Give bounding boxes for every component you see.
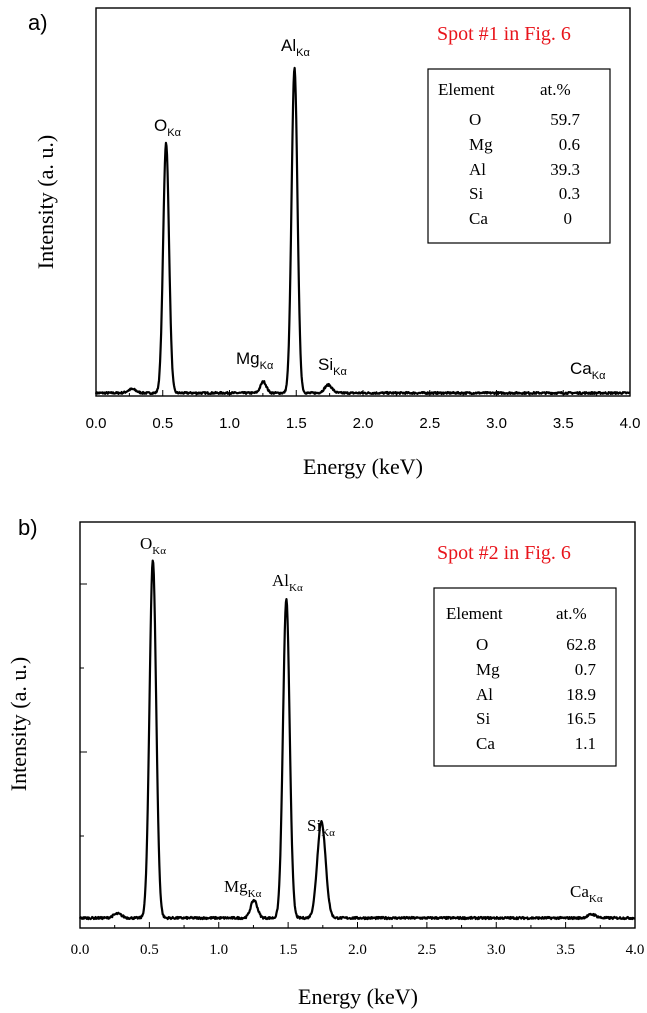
x-axis-ticks: 0.0 0.5 1.0 1.5 2.0 2.5 3.0 3.5 4.0 — [86, 390, 641, 432]
composition-table: Element at.% O 62.8 Mg 0.7 Al 18.9 Si 16… — [433, 587, 617, 767]
x-tick-label: 4.0 — [620, 415, 641, 432]
y-axis-label: Intensity (a. u.) — [33, 135, 58, 269]
table-row: O 59.7 — [469, 110, 581, 129]
x-tick-label: 1.5 — [279, 942, 298, 958]
table-frame — [427, 68, 611, 244]
table-row: Mg 0.7 — [476, 660, 597, 679]
table-cell-value: 59.7 — [550, 110, 580, 129]
table-header-atpct: at.% — [540, 80, 571, 99]
y-axis-label: Intensity (a. u.) — [6, 657, 31, 791]
chart-title: Spot #1 in Fig. 6 — [437, 23, 571, 45]
table-cell-value: 0.3 — [559, 184, 580, 203]
peak-label-al: AlKα — [272, 571, 303, 594]
panel-label: a) — [28, 10, 48, 35]
table-cell-element: O — [469, 110, 481, 129]
x-tick-label: 0.5 — [152, 415, 173, 432]
table-row: Ca 1.1 — [476, 734, 596, 753]
table-header-atpct: at.% — [556, 604, 587, 623]
peak-label-o: OKα — [140, 534, 166, 557]
x-tick-label: 0.0 — [86, 415, 107, 432]
x-axis-label: Energy (keV) — [298, 984, 418, 1009]
x-tick-label: 3.5 — [553, 415, 574, 432]
table-cell-element: Al — [476, 685, 493, 704]
table-cell-element: Mg — [469, 135, 493, 154]
peak-label-mg: MgKα — [224, 877, 262, 900]
table-cell-element: Mg — [476, 660, 500, 679]
table-cell-element: Ca — [476, 734, 495, 753]
panel-label: b) — [18, 515, 38, 540]
table-cell-value: 0.6 — [559, 135, 580, 154]
table-cell-element: Si — [469, 184, 483, 203]
table-frame — [433, 587, 617, 767]
x-tick-label: 2.0 — [353, 415, 374, 432]
table-cell-value: 16.5 — [566, 709, 596, 728]
table-cell-element: Si — [476, 709, 490, 728]
table-row: Al 39.3 — [469, 160, 580, 179]
table-cell-element: Ca — [469, 209, 488, 228]
table-cell-value: 1.1 — [575, 734, 596, 753]
table-cell-value: 0.7 — [575, 660, 597, 679]
x-tick-label: 1.0 — [209, 942, 228, 958]
x-tick-label: 0.5 — [140, 942, 159, 958]
peak-label-al: AlKα — [281, 36, 310, 59]
table-header-element: Element — [438, 80, 495, 99]
table-row: Si 0.3 — [469, 184, 580, 203]
panel-a: a) Spot #1 in Fig. 6 0.0 0.5 1.0 1.5 2.0 2.5 3… — [28, 7, 641, 479]
table-header-element: Element — [446, 604, 503, 623]
peak-label-ca: CaKα — [570, 359, 606, 382]
x-tick-label: 2.5 — [418, 942, 437, 958]
peak-label-si: SiKα — [307, 816, 335, 839]
spectrum-line — [78, 559, 636, 921]
table-cell-element: Al — [469, 160, 486, 179]
table-row: Si 16.5 — [476, 709, 596, 728]
x-tick-label: 1.5 — [286, 415, 307, 432]
peak-label-si: SiKα — [318, 355, 347, 378]
peak-label-o: OKα — [154, 116, 182, 139]
chart-title: Spot #2 in Fig. 6 — [437, 542, 571, 564]
x-tick-label: 3.0 — [486, 415, 507, 432]
table-cell-value: 39.3 — [550, 160, 580, 179]
peak-label-mg: MgKα — [236, 349, 274, 372]
x-tick-label: 3.5 — [556, 942, 575, 958]
table-row: Al 18.9 — [476, 685, 596, 704]
y-axis-ticks — [80, 583, 87, 919]
table-cell-value: 0 — [564, 209, 573, 228]
table-cell-value: 18.9 — [566, 685, 596, 704]
x-axis-label: Energy (keV) — [303, 454, 423, 479]
x-tick-label: 3.0 — [487, 942, 506, 958]
table-row: O 62.8 — [476, 635, 596, 654]
table-cell-value: 62.8 — [566, 635, 596, 654]
x-tick-label: 1.0 — [219, 415, 240, 432]
table-row: Mg 0.6 — [469, 135, 580, 154]
spectrum-layer — [78, 559, 636, 921]
panel-b: b) Spot #2 in Fig. 6 0.0 0.5 1.0 1.5 2.0 2.5 3… — [6, 515, 644, 1009]
x-tick-label: 4.0 — [626, 942, 645, 958]
composition-table: Element at.% O 59.7 Mg 0.6 Al 39.3 Si 0.… — [427, 68, 611, 244]
peak-label-ca: CaKα — [570, 882, 603, 905]
x-tick-label: 2.5 — [419, 415, 440, 432]
x-tick-label: 0.0 — [71, 942, 90, 958]
x-axis-ticks: 0.0 0.5 1.0 1.5 2.0 2.5 3.0 3.5 4.0 — [71, 922, 645, 958]
table-row: Ca 0 — [469, 209, 572, 228]
table-cell-element: O — [476, 635, 488, 654]
x-tick-label: 2.0 — [348, 942, 367, 958]
